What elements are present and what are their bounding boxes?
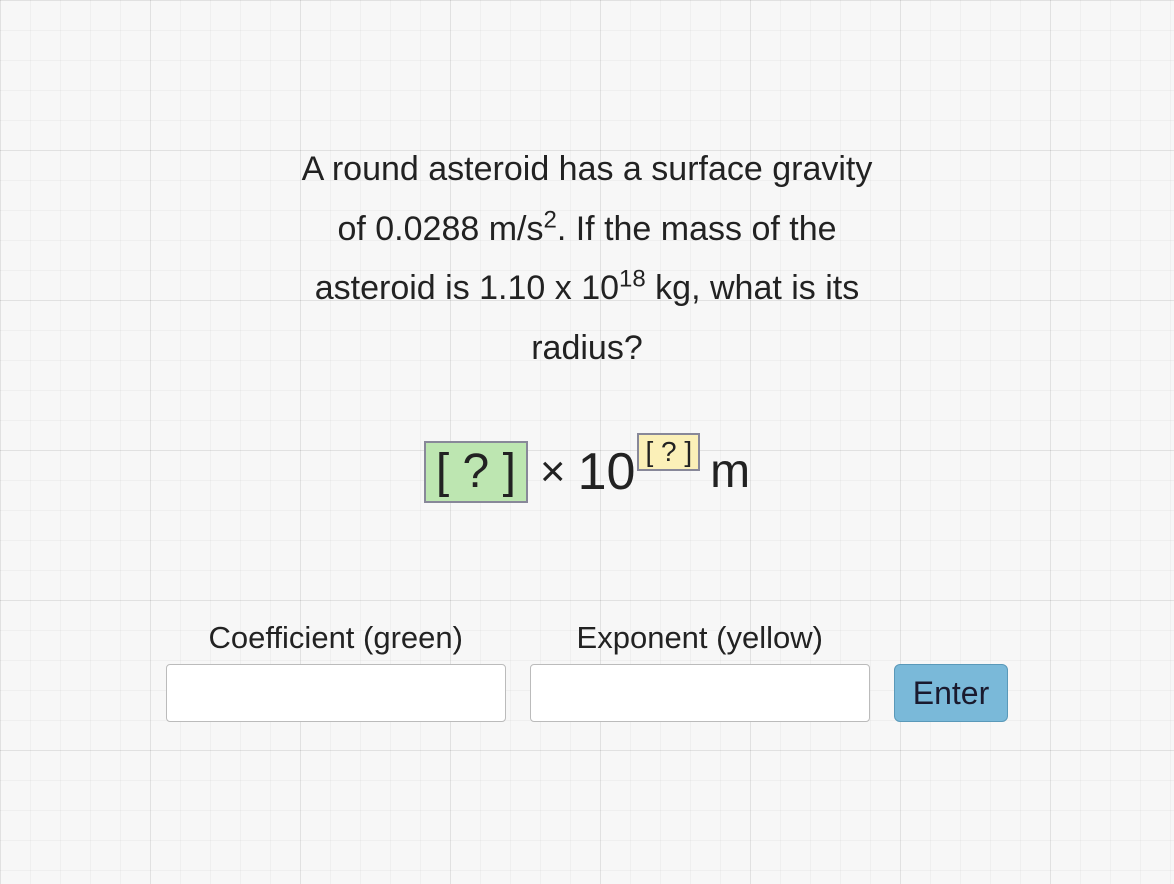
question-text: A round asteroid has a surface gravity o… xyxy=(0,140,1174,378)
times-symbol: × xyxy=(540,447,566,497)
prompt-line1: A round asteroid has a surface gravity xyxy=(302,150,873,188)
prompt-line3-pre: asteroid is 1.10 x 10 xyxy=(315,269,619,307)
unit-label: m xyxy=(710,444,750,499)
exponent-label: Exponent (yellow) xyxy=(577,620,823,656)
enter-button[interactable]: Enter xyxy=(894,664,1008,722)
prompt-line2-pre: of 0.0288 m/s xyxy=(337,210,543,248)
coefficient-placeholder-box[interactable]: [ ? ] xyxy=(424,441,528,503)
answer-inputs-row: Coefficient (green) Exponent (yellow) En… xyxy=(0,620,1174,722)
quiz-panel: A round asteroid has a surface gravity o… xyxy=(0,0,1174,884)
prompt-line2-sup: 2 xyxy=(543,206,556,233)
coefficient-label: Coefficient (green) xyxy=(209,620,463,656)
base-ten: 10 xyxy=(578,442,636,502)
exponent-field: Exponent (yellow) xyxy=(530,620,870,722)
coefficient-field: Coefficient (green) xyxy=(166,620,506,722)
prompt-line3-post: kg, what is its xyxy=(646,269,860,307)
coefficient-input[interactable] xyxy=(166,664,506,722)
exponent-placeholder-box[interactable]: [ ? ] xyxy=(637,433,700,471)
prompt-line2-post: . If the mass of the xyxy=(557,210,837,248)
exponent-input[interactable] xyxy=(530,664,870,722)
prompt-line4: radius? xyxy=(531,329,643,367)
prompt-line3-sup: 18 xyxy=(619,266,646,293)
answer-template: [ ? ] × 10[ ? ] m xyxy=(0,440,1174,503)
